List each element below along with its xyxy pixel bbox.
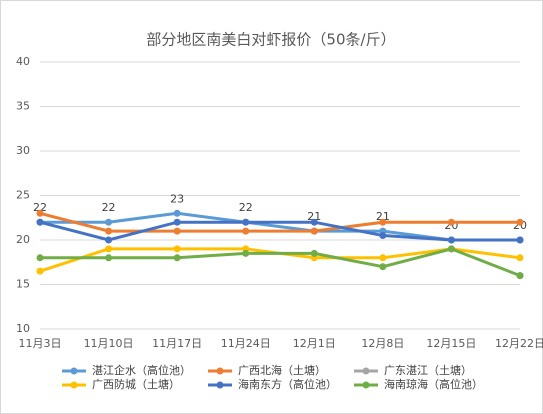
data-point xyxy=(242,249,250,257)
data-point xyxy=(379,232,387,240)
series-line xyxy=(40,247,521,277)
data-point xyxy=(173,254,181,262)
data-point xyxy=(173,209,181,217)
data-point xyxy=(447,245,455,253)
data-point xyxy=(36,254,44,262)
legend-marker xyxy=(362,367,370,375)
y-tick-label: 20 xyxy=(16,233,30,246)
data-point xyxy=(242,218,250,226)
legend-marker xyxy=(362,381,370,389)
data-point xyxy=(242,227,250,235)
x-tick-label: 11月24日 xyxy=(221,337,271,350)
data-point xyxy=(36,209,44,217)
data-point xyxy=(379,263,387,271)
data-point xyxy=(36,218,44,226)
data-point xyxy=(173,227,181,235)
y-tick-label: 35 xyxy=(16,100,30,113)
series-line xyxy=(39,211,520,233)
data-label: 23 xyxy=(170,192,184,205)
data-point xyxy=(310,218,318,226)
y-tick-label: 15 xyxy=(16,278,30,291)
legend-label: 湛江企水（高位池） xyxy=(92,363,191,377)
series-line xyxy=(39,220,520,242)
legend-marker xyxy=(216,367,224,375)
data-point xyxy=(516,218,524,226)
data-label: 21 xyxy=(307,210,321,223)
x-tick-label: 12月22日 xyxy=(495,337,543,350)
legend-label: 海南东方（高位池） xyxy=(238,377,337,391)
legend-label: 广西北海（土塘） xyxy=(238,363,326,377)
legend-marker xyxy=(70,367,78,375)
chart-title: 部分地区南美白对虾报价（50条/斤） xyxy=(146,31,395,49)
data-point xyxy=(516,272,524,280)
data-point xyxy=(105,245,113,253)
legend-marker xyxy=(216,381,224,389)
data-point xyxy=(105,254,113,262)
y-tick-label: 30 xyxy=(16,144,30,157)
data-point xyxy=(105,218,113,226)
legend-label: 广东湛江（土塘） xyxy=(384,363,472,377)
x-tick-label: 11月17日 xyxy=(152,337,202,350)
data-point xyxy=(310,227,318,235)
data-point xyxy=(516,236,524,244)
y-tick-label: 25 xyxy=(16,189,30,202)
data-label: 22 xyxy=(239,201,253,214)
data-point xyxy=(516,254,524,262)
x-tick-label: 12月8日 xyxy=(361,337,404,350)
data-point xyxy=(105,236,113,244)
data-label: 21 xyxy=(376,210,390,223)
data-label: 22 xyxy=(33,201,47,214)
data-point xyxy=(447,236,455,244)
data-point xyxy=(447,218,455,226)
y-tick-label: 10 xyxy=(16,322,30,335)
x-tick-label: 12月1日 xyxy=(293,337,336,350)
data-point xyxy=(310,249,318,257)
data-label: 22 xyxy=(102,201,116,214)
data-point xyxy=(173,218,181,226)
x-tick-label: 11月10日 xyxy=(84,337,134,350)
data-point xyxy=(173,245,181,253)
x-tick-label: 11月3日 xyxy=(19,337,62,350)
legend-label: 海南琼海（高位池） xyxy=(384,377,483,391)
legend-marker xyxy=(70,381,78,389)
legend-label: 广西防城（土塘） xyxy=(92,377,180,391)
data-point xyxy=(105,227,113,235)
data-point xyxy=(379,254,387,262)
y-tick-label: 40 xyxy=(16,55,30,68)
data-point xyxy=(36,267,44,275)
x-tick-label: 12月15日 xyxy=(426,337,476,350)
data-point xyxy=(379,218,387,226)
